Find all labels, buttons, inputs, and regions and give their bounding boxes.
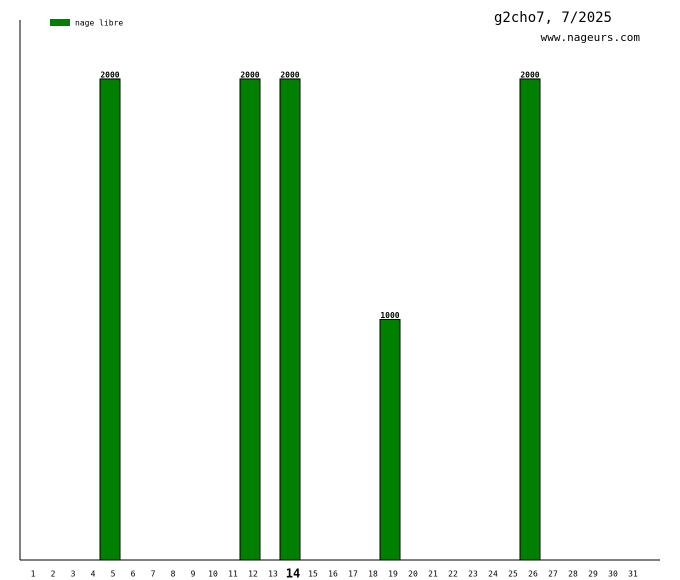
value-label: 2000 (280, 70, 299, 79)
x-tick-label: 5 (111, 570, 116, 579)
x-tick-label: 14 (286, 567, 300, 580)
x-tick-label: 24 (488, 570, 498, 579)
bar (519, 78, 541, 561)
value-label: 2000 (240, 70, 259, 79)
legend-swatch (50, 19, 70, 26)
x-tick-label: 20 (408, 570, 418, 579)
x-tick-label: 17 (348, 570, 358, 579)
x-tick-label: 21 (428, 570, 438, 579)
x-tick-label: 31 (628, 570, 638, 579)
x-tick-label: 23 (468, 570, 478, 579)
legend-label: nage libre (75, 19, 123, 28)
x-tick-label: 4 (91, 570, 96, 579)
x-tick-label: 15 (308, 570, 318, 579)
bar (99, 78, 121, 561)
bar (239, 78, 261, 561)
x-tick-label: 26 (528, 570, 538, 579)
value-label: 1000 (380, 311, 399, 320)
x-tick-label: 13 (268, 570, 278, 579)
bar (379, 318, 401, 561)
x-tick-label: 3 (71, 570, 76, 579)
bar (279, 78, 301, 561)
x-tick-label: 1 (31, 570, 36, 579)
x-tick-label: 8 (171, 570, 176, 579)
x-tick-label: 10 (208, 570, 218, 579)
x-tick-label: 27 (548, 570, 558, 579)
x-tick-label: 12 (248, 570, 258, 579)
x-tick-label: 11 (228, 570, 238, 579)
value-label: 2000 (100, 70, 119, 79)
x-tick-label: 6 (131, 570, 136, 579)
x-tick-label: 25 (508, 570, 518, 579)
x-tick-label: 19 (388, 570, 398, 579)
x-tick-label: 7 (151, 570, 156, 579)
x-tick-label: 2 (51, 570, 56, 579)
value-label: 2000 (520, 70, 539, 79)
x-tick-label: 16 (328, 570, 338, 579)
x-tick-label: 22 (448, 570, 458, 579)
x-tick-label: 30 (608, 570, 618, 579)
x-tick-label: 29 (588, 570, 598, 579)
chart-title: g2cho7, 7/2025 (494, 10, 612, 26)
x-tick-label: 9 (191, 570, 196, 579)
chart-subtitle: www.nageurs.com (541, 31, 641, 44)
x-tick-label: 28 (568, 570, 578, 579)
x-tick-label: 18 (368, 570, 378, 579)
